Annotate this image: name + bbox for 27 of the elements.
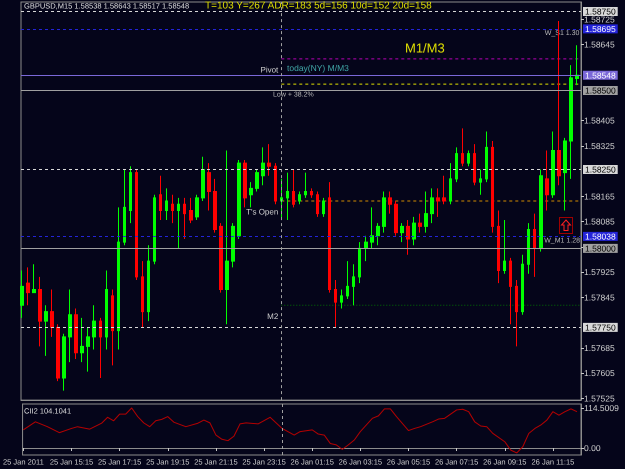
chart-subtitle: T=103 Y=267 ADR=183 5d=156 10d=152 20d=158 <box>205 0 432 12</box>
ref-line-label: 1.58750 <box>585 6 616 16</box>
series-label: Pivot <box>260 65 280 74</box>
ref-line-label: 1.58000 <box>585 243 616 254</box>
ref-line-label: 1.58250 <box>585 164 616 174</box>
ref-line-label: 1.58548 <box>585 70 616 80</box>
ref-line-label: 1.58695 <box>585 24 616 34</box>
y-tick-label: 1.57685 <box>584 342 615 353</box>
annotation: today(NY) M/M3 <box>287 63 350 73</box>
ref-line-label: 1.58500 <box>585 85 616 96</box>
series-label: M2 <box>267 312 279 321</box>
ref-line-label: 1.57750 <box>585 322 616 332</box>
y-tick-label: 0.00 <box>584 443 601 454</box>
y-tick-label: 1.58405 <box>584 115 615 126</box>
y-tick-label: 114.5009 <box>584 403 620 414</box>
y-tick-label: 1.57525 <box>584 394 615 404</box>
y-tick-label: 1.57845 <box>584 292 615 302</box>
y-tick-label: 1.58645 <box>584 40 615 50</box>
y-tick-label: 1.58325 <box>584 140 615 151</box>
y-tick-label: 1.58165 <box>584 191 615 202</box>
y-tick-label: 1.58725 <box>584 14 615 24</box>
y-tick-label: 1.58085 <box>584 216 615 227</box>
ref-line-label: 1.58038 <box>585 231 616 242</box>
annotation: M1/M3 <box>405 40 445 56</box>
y-tick-label: 1.57605 <box>584 368 615 378</box>
series-label: T's Open <box>246 208 278 217</box>
y-tick-label: 1.57925 <box>584 267 615 278</box>
